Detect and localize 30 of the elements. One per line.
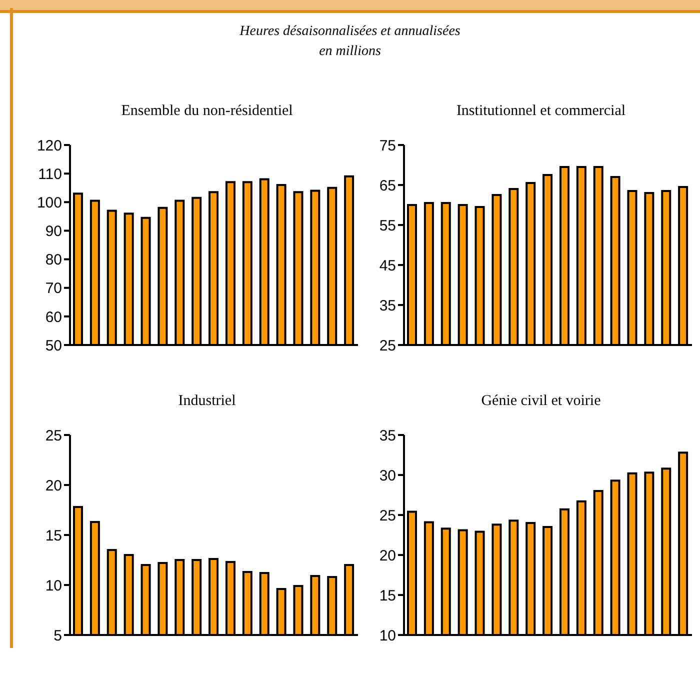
y-tick-label: 60 <box>45 308 62 326</box>
y-tick-label: 10 <box>379 627 396 644</box>
y-tick-label: 15 <box>45 527 62 544</box>
y-tick-label: 5 <box>54 627 62 644</box>
y-tick-label: 20 <box>379 547 396 564</box>
y-tick-label: 35 <box>379 427 396 444</box>
y-tick-label: 25 <box>379 337 396 354</box>
y-tick-label: 65 <box>379 177 396 194</box>
chart-title: Industriel <box>177 393 237 411</box>
y-tick-label: 55 <box>379 217 396 234</box>
y-tick-label: 100 <box>36 194 62 212</box>
y-tick-label: 10 <box>45 577 62 594</box>
chart-title: Institutionnel et commercial <box>455 103 627 121</box>
y-tick-label: 25 <box>379 507 396 524</box>
y-tick-label: 35 <box>379 297 396 314</box>
chart-title: Ensemble du non-résidentiel <box>120 103 294 121</box>
y-tick-label: 30 <box>379 467 396 484</box>
y-tick-label: 80 <box>45 252 62 269</box>
y-tick-label: 110 <box>38 166 62 183</box>
y-tick-label: 120 <box>36 137 62 154</box>
y-tick-label: 45 <box>379 257 396 274</box>
y-tick-label: 75 <box>379 137 396 154</box>
y-tick-label: 20 <box>45 477 62 494</box>
chart-title: Génie civil et voirie <box>480 393 602 411</box>
chart-subtitle: Heures désaisonnalisées et annualisées en millions <box>238 23 462 61</box>
y-tick-label: 50 <box>45 337 62 354</box>
y-tick-label: 70 <box>45 280 62 298</box>
y-tick-label: 15 <box>379 587 396 604</box>
y-tick-label: 90 <box>45 223 62 240</box>
y-tick-label: 25 <box>45 427 62 444</box>
